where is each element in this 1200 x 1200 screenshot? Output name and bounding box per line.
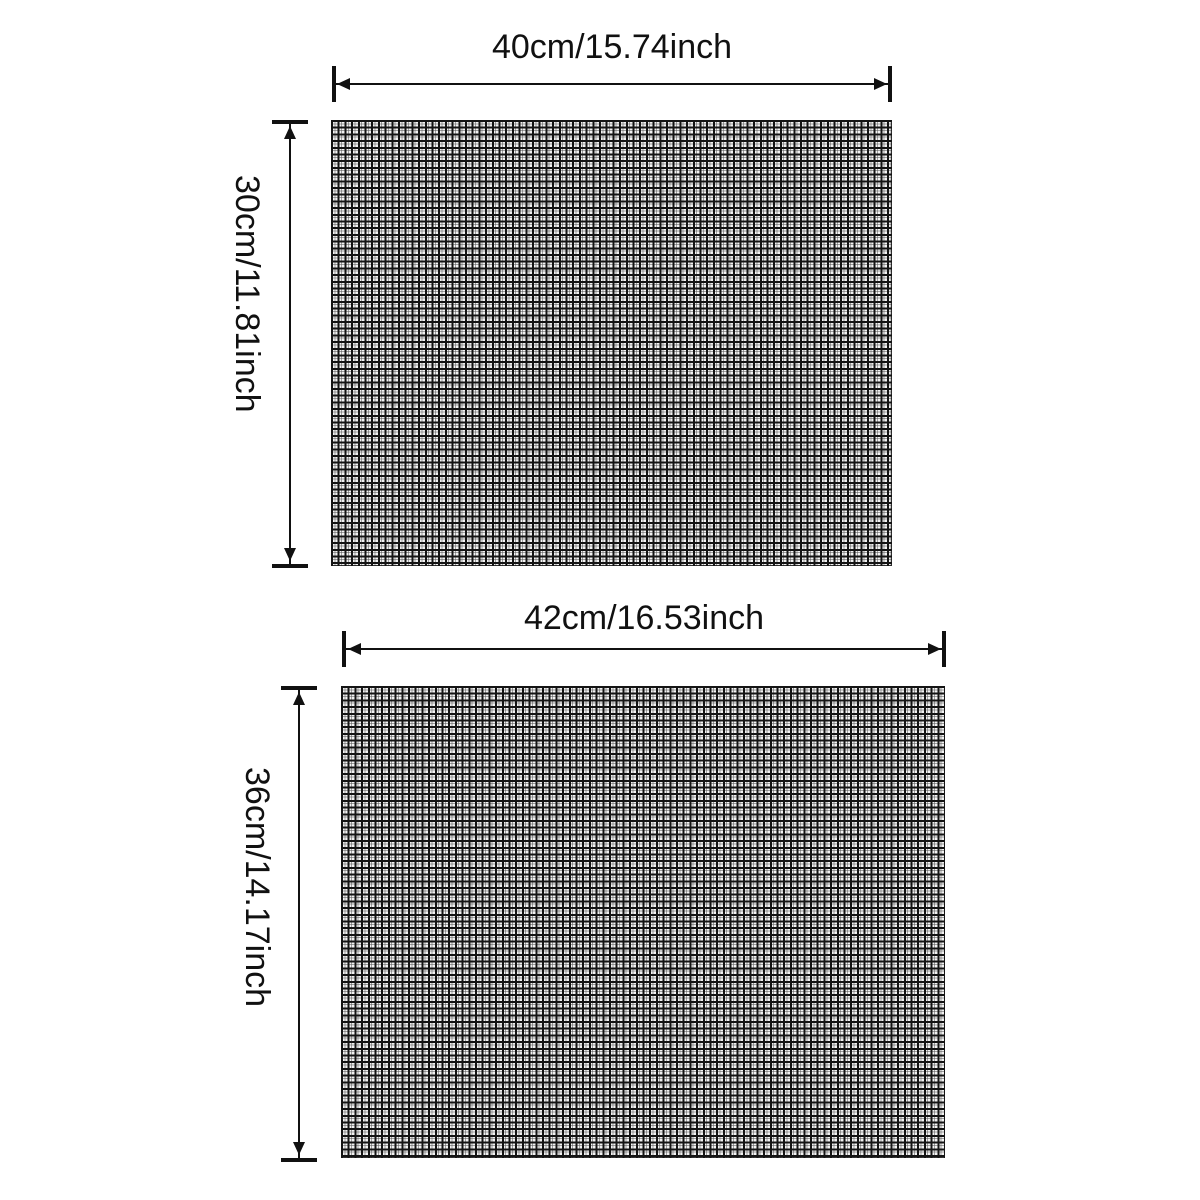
bottom-height-bottom-arrow-icon bbox=[293, 1142, 305, 1155]
top-width-right-arrow-icon bbox=[874, 78, 887, 90]
top-width-left-arrow-icon bbox=[337, 78, 350, 90]
top-height-top-tick bbox=[272, 120, 308, 124]
bottom-width-left-arrow-icon bbox=[348, 643, 361, 655]
top-height-dimension-line bbox=[289, 124, 291, 564]
bottom-height-bottom-tick bbox=[281, 1158, 317, 1162]
top-width-left-tick bbox=[332, 66, 336, 102]
bottom-width-right-tick bbox=[942, 631, 946, 667]
bottom-height-label: 36cm/14.17inch bbox=[238, 767, 276, 1008]
bottom-width-dimension-line bbox=[345, 648, 944, 650]
bottom-width-label: 42cm/16.53inch bbox=[523, 599, 765, 637]
top-height-bottom-tick bbox=[272, 564, 308, 568]
top-width-label: 40cm/15.74inch bbox=[491, 28, 733, 66]
top-width-right-tick bbox=[888, 66, 892, 102]
top-height-bottom-arrow-icon bbox=[284, 548, 296, 561]
top-width-dimension-line bbox=[334, 83, 890, 85]
bottom-width-left-tick bbox=[342, 631, 346, 667]
bottom-height-top-tick bbox=[281, 686, 317, 690]
bottom-height-dimension-line bbox=[298, 690, 300, 1158]
top-height-top-arrow-icon bbox=[284, 126, 296, 139]
top-height-label: 30cm/11.81inch bbox=[228, 175, 266, 413]
mesh-swatch-large-top bbox=[331, 120, 892, 566]
bottom-height-top-arrow-icon bbox=[293, 692, 305, 705]
mesh-swatch-large-bottom bbox=[341, 686, 945, 1158]
bottom-width-right-arrow-icon bbox=[928, 643, 941, 655]
